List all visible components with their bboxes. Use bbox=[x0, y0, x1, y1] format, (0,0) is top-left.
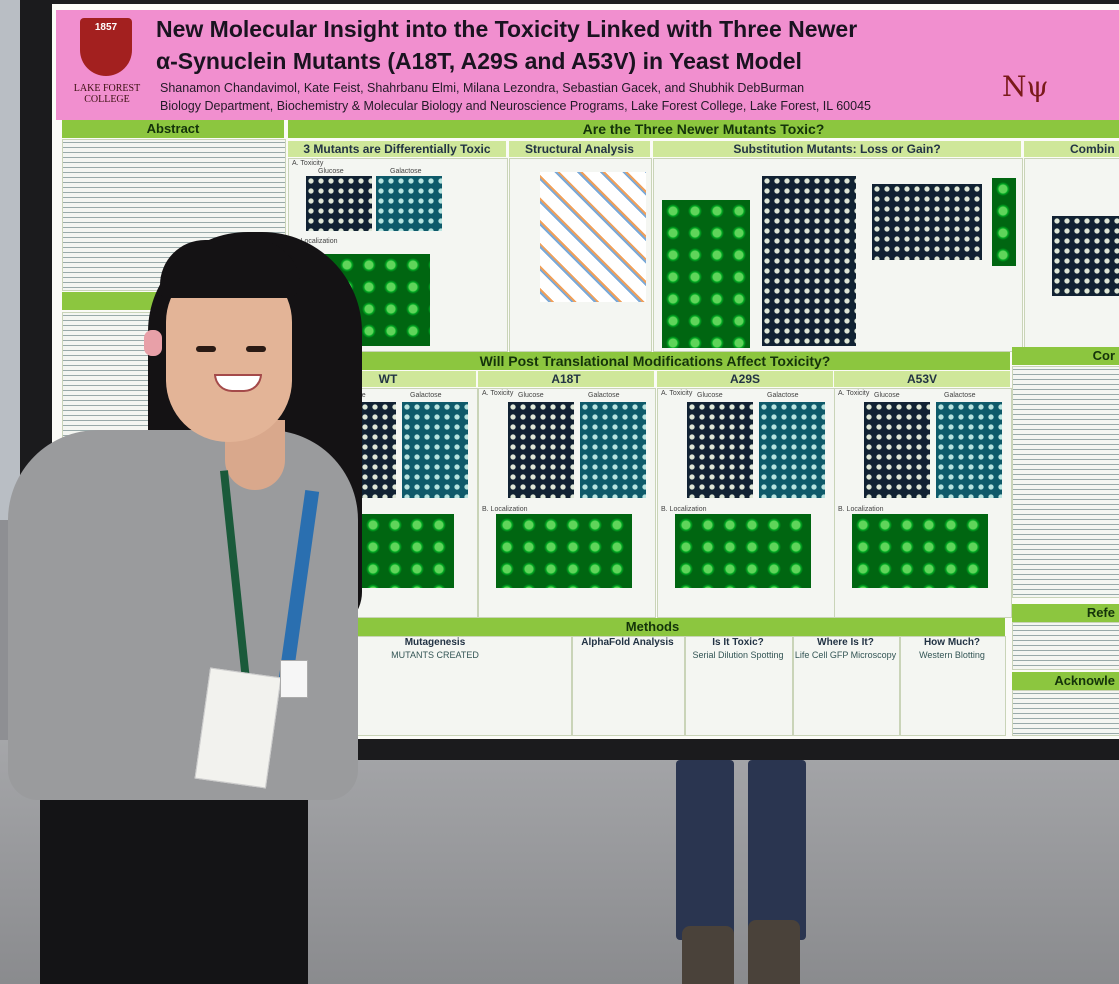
panel-label: Glucose bbox=[874, 392, 900, 399]
panel-header: 3 Mutants are Differentially Toxic bbox=[288, 141, 506, 157]
boot bbox=[682, 926, 734, 984]
panel-header: A53V bbox=[834, 371, 1010, 387]
gfp-images bbox=[496, 514, 632, 588]
society-logo: Nψ bbox=[1002, 70, 1049, 103]
hair-clip bbox=[144, 330, 162, 356]
spot-assay bbox=[759, 402, 825, 498]
spot-assay bbox=[872, 184, 982, 260]
college-crest bbox=[80, 18, 132, 76]
panel-label: Galactose bbox=[767, 392, 799, 399]
panel-label: B. Localization bbox=[838, 506, 884, 513]
spot-assay bbox=[687, 402, 753, 498]
gfp-images bbox=[992, 178, 1016, 266]
spot-assay bbox=[508, 402, 574, 498]
spot-assay bbox=[306, 176, 372, 231]
poster-title: New Molecular Insight into the Toxicity … bbox=[156, 16, 858, 42]
gfp-images bbox=[852, 514, 988, 588]
spot-assay bbox=[402, 402, 468, 498]
poster-header bbox=[56, 10, 1119, 120]
badge bbox=[280, 660, 308, 698]
panel-label: B. Localization bbox=[292, 238, 338, 245]
panel-header: A18T bbox=[478, 371, 654, 387]
panel-header: Substitution Mutants: Loss or Gain? bbox=[653, 141, 1021, 157]
panel-label: Glucose bbox=[697, 392, 723, 399]
conclusion-text bbox=[1012, 366, 1119, 598]
crest-year: 1857 bbox=[94, 22, 118, 33]
spot-assay bbox=[936, 402, 1002, 498]
section-header: Refe bbox=[1012, 604, 1119, 622]
affiliation: Biology Department, Biochemistry & Molec… bbox=[160, 99, 871, 113]
method-title: AlphaFold Analysis bbox=[581, 637, 674, 648]
badge bbox=[194, 667, 282, 789]
spot-assay bbox=[580, 402, 646, 498]
panel-label: B. Localization bbox=[482, 506, 528, 513]
section-header: Cor bbox=[1012, 347, 1119, 365]
panel-header: A29S bbox=[657, 371, 833, 387]
section-header: Abstract bbox=[62, 120, 284, 138]
panel-label: Galactose bbox=[390, 168, 422, 175]
gfp-images bbox=[662, 200, 750, 348]
method-subtitle: Life Cell GFP Microscopy bbox=[794, 650, 897, 660]
panel-label: Glucose bbox=[518, 392, 544, 399]
left-wall bbox=[0, 0, 22, 520]
boot bbox=[748, 920, 800, 984]
panel-label: A. Toxicity bbox=[838, 390, 870, 397]
bangs bbox=[160, 240, 300, 298]
panel-header: Structural Analysis bbox=[509, 141, 650, 157]
section-banner: Will Post Translational Modifications Af… bbox=[300, 352, 1010, 370]
eye bbox=[246, 346, 266, 352]
method-subtitle: MUTANTS CREATED bbox=[391, 650, 479, 660]
abstract-text bbox=[62, 139, 286, 291]
panel bbox=[793, 636, 900, 736]
section-header: Acknowle bbox=[1012, 672, 1119, 690]
poster-title: α-Synuclein Mutants (A18T, A29S and A53V… bbox=[156, 48, 802, 74]
panel bbox=[900, 636, 1006, 736]
ack-text bbox=[1012, 690, 1119, 736]
spot-assay bbox=[762, 176, 856, 346]
panel-label: A. Toxicity bbox=[292, 160, 324, 167]
panel-label: Galactose bbox=[588, 392, 620, 399]
gfp-images bbox=[675, 514, 811, 588]
panel bbox=[572, 636, 685, 736]
panel bbox=[685, 636, 793, 736]
panel-header: Combin bbox=[1024, 141, 1119, 157]
panel-label: Glucose bbox=[318, 168, 344, 175]
method-title: How Much? bbox=[923, 637, 981, 648]
method-title: Is It Toxic? bbox=[712, 637, 764, 648]
panel-label: A. Toxicity bbox=[482, 390, 514, 397]
panel-label: B. Localization bbox=[661, 506, 707, 513]
spot-assay bbox=[1052, 216, 1119, 296]
eye bbox=[196, 346, 216, 352]
authors: Shanamon Chandavimol, Kate Feist, Shahrb… bbox=[160, 81, 805, 95]
college-name: LAKE FOREST COLLEGE bbox=[73, 83, 141, 105]
spot-assay bbox=[864, 402, 930, 498]
method-title: Where Is It? bbox=[817, 637, 874, 648]
method-subtitle: Serial Dilution Spotting bbox=[692, 650, 784, 660]
section-banner: Methods bbox=[300, 618, 1005, 636]
references-text bbox=[1012, 622, 1119, 670]
protein-structures bbox=[540, 172, 646, 302]
section-banner: Are the Three Newer Mutants Toxic? bbox=[288, 120, 1119, 138]
spot-assay bbox=[376, 176, 442, 231]
method-subtitle: Western Blotting bbox=[919, 650, 985, 660]
panel-label: Galactose bbox=[410, 392, 442, 399]
method-title: Mutagenesis bbox=[404, 637, 466, 648]
panel-label: A. Toxicity bbox=[661, 390, 693, 397]
sweater bbox=[8, 430, 358, 800]
panel-label: Galactose bbox=[944, 392, 976, 399]
person-leg bbox=[748, 760, 806, 940]
person-leg bbox=[676, 760, 734, 940]
